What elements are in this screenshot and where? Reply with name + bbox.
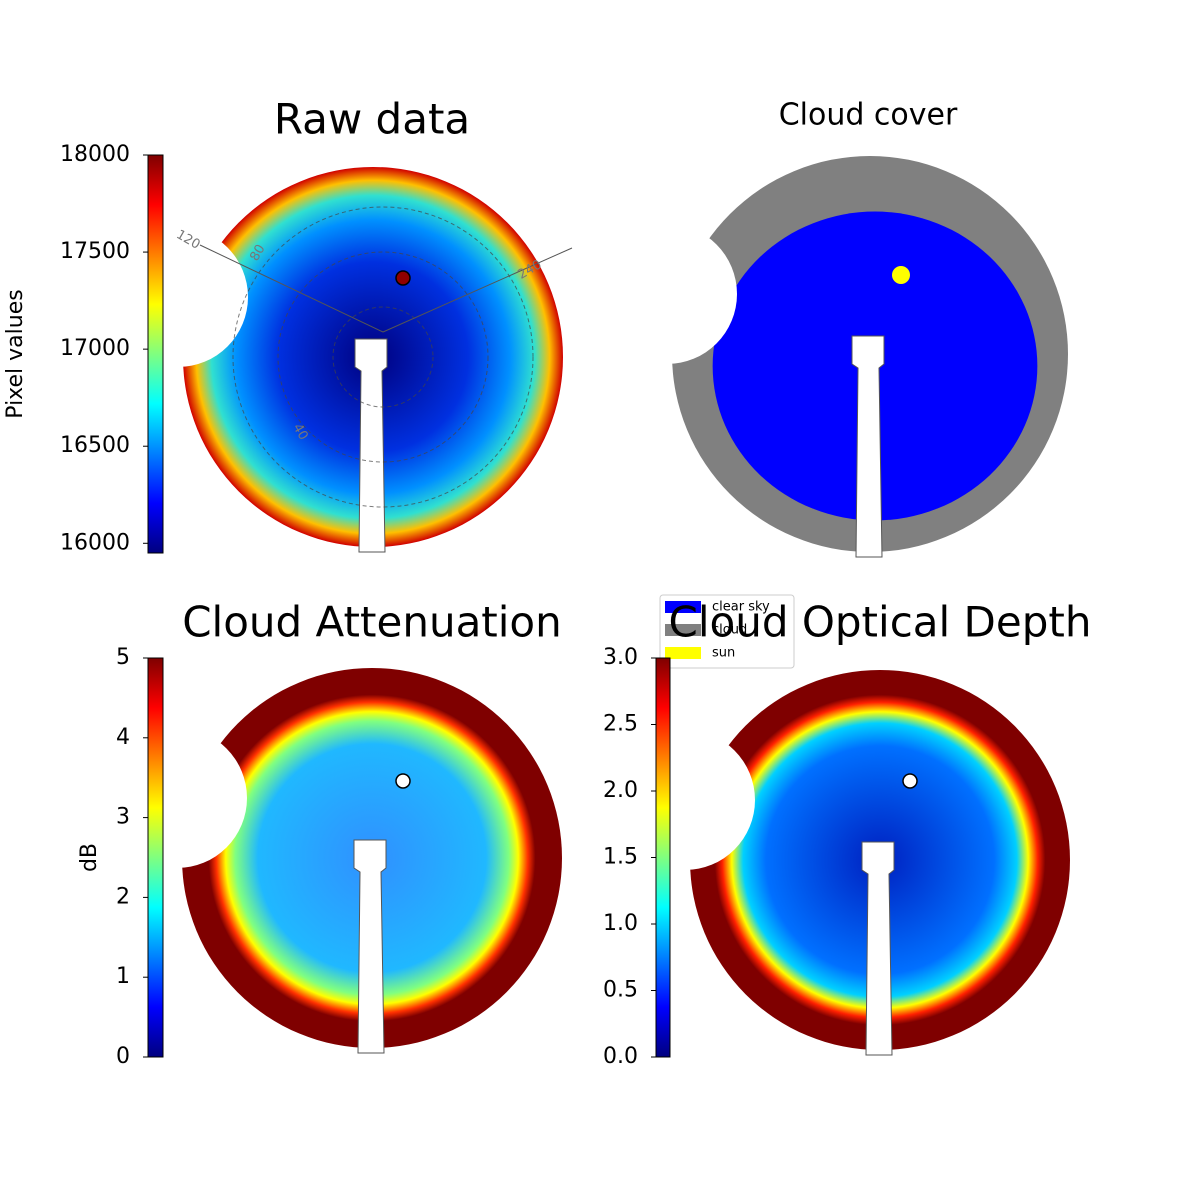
- obstruction: [615, 730, 755, 870]
- colorbar-label: Pixel values: [3, 289, 28, 418]
- colorbar-tick-label: 0: [116, 1044, 130, 1069]
- sky-image: [107, 668, 562, 1054]
- colorbar: [147, 657, 164, 1058]
- sky-image: [615, 670, 1070, 1056]
- colorbar: [147, 154, 164, 554]
- colorbar-tick-label: 17500: [60, 239, 130, 264]
- legend-swatch: [665, 624, 701, 636]
- pole: [353, 839, 387, 1054]
- colorbar-tick-label: 2.5: [603, 712, 638, 737]
- sun: [395, 270, 411, 286]
- polar-spoke: [199, 244, 384, 333]
- colorbar-tick-label: 1.0: [603, 911, 638, 936]
- legend-label: cloud: [712, 623, 747, 638]
- colorbar-tick-label: 2.0: [603, 778, 638, 803]
- sun: [395, 773, 411, 789]
- colorbar: [655, 657, 671, 1058]
- obstruction: [107, 728, 247, 868]
- polar-label: 80: [247, 242, 268, 264]
- panel-title: Cloud Optical Depth: [669, 598, 1092, 647]
- colorbar-tick-label: 0.5: [603, 978, 638, 1003]
- legend-swatch: [665, 647, 701, 659]
- sun-region: [892, 266, 910, 284]
- panel-title: Cloud cover: [779, 98, 958, 133]
- colorbar-label: dB: [77, 843, 102, 872]
- panel-title: Raw data: [274, 95, 470, 144]
- panels: Raw data 16000 16500 17000 17500 18000 Pixel v…: [3, 95, 1091, 1070]
- polar-ring: [332, 306, 434, 408]
- colorbar-tick-label: 5: [116, 645, 130, 670]
- colorbar-tick-label: 17000: [60, 336, 130, 361]
- polar-label: 40: [289, 421, 310, 443]
- pole: [354, 338, 388, 553]
- obstruction: [108, 227, 248, 367]
- colorbar-tick-label: 3: [116, 805, 130, 830]
- colorbar-tick-label: 4: [116, 725, 130, 750]
- colorbar-tick-label: 18000: [60, 142, 130, 167]
- obstruction: [597, 224, 737, 364]
- sky-image: [597, 156, 1068, 558]
- sky-image: [108, 167, 563, 553]
- polar-spoke: [382, 247, 573, 333]
- colorbar-tick-label: 3.0: [603, 645, 638, 670]
- colorbar-tick-label: 16500: [60, 433, 130, 458]
- colorbar-tick-label: 2: [116, 884, 130, 909]
- polar-ring: [232, 206, 534, 508]
- colorbar-tick-label: 1.5: [603, 845, 638, 870]
- colorbar-tick-label: 0.0: [603, 1044, 638, 1069]
- pole: [861, 841, 895, 1056]
- sun: [902, 773, 918, 789]
- legend-label: sun: [712, 646, 735, 661]
- panel-title: Cloud Attenuation: [182, 598, 562, 647]
- polar-ring: [277, 251, 489, 463]
- legend-label: clear sky: [712, 600, 770, 615]
- pole: [851, 335, 885, 558]
- legend-swatch: [665, 601, 701, 613]
- colorbar-tick-label: 16000: [60, 530, 130, 555]
- colorbar-tick-label: 1: [116, 964, 130, 989]
